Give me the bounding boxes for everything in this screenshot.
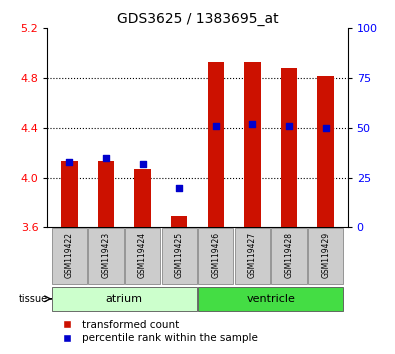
FancyBboxPatch shape <box>52 228 87 284</box>
Bar <box>281 68 297 227</box>
FancyBboxPatch shape <box>198 228 233 284</box>
Bar <box>98 161 114 227</box>
FancyBboxPatch shape <box>52 287 197 311</box>
FancyBboxPatch shape <box>308 228 343 284</box>
Text: GSM119429: GSM119429 <box>321 232 330 278</box>
FancyBboxPatch shape <box>271 228 307 284</box>
FancyBboxPatch shape <box>88 228 124 284</box>
Point <box>66 159 73 165</box>
FancyBboxPatch shape <box>198 287 343 311</box>
Point <box>139 161 146 166</box>
Text: GSM119426: GSM119426 <box>211 232 220 278</box>
Bar <box>207 62 224 227</box>
Point <box>103 155 109 160</box>
Text: atrium: atrium <box>106 294 143 304</box>
FancyBboxPatch shape <box>162 228 197 284</box>
Bar <box>244 62 261 227</box>
Text: tissue: tissue <box>19 294 48 304</box>
Text: GSM119424: GSM119424 <box>138 232 147 278</box>
Text: GSM119425: GSM119425 <box>175 232 184 278</box>
Text: GSM119423: GSM119423 <box>102 232 111 278</box>
Text: GSM119422: GSM119422 <box>65 232 74 278</box>
FancyBboxPatch shape <box>235 228 270 284</box>
Bar <box>61 161 77 227</box>
Text: GSM119428: GSM119428 <box>284 232 293 278</box>
Legend: transformed count, percentile rank within the sample: transformed count, percentile rank withi… <box>53 316 262 347</box>
Text: GSM119427: GSM119427 <box>248 232 257 278</box>
Bar <box>171 216 188 227</box>
Text: ventricle: ventricle <box>246 294 295 304</box>
Point <box>249 121 256 127</box>
Point <box>213 123 219 129</box>
Point <box>176 185 182 190</box>
Bar <box>318 75 334 227</box>
FancyBboxPatch shape <box>125 228 160 284</box>
Point <box>322 125 329 131</box>
Title: GDS3625 / 1383695_at: GDS3625 / 1383695_at <box>117 12 278 26</box>
Point <box>286 123 292 129</box>
Bar <box>134 169 151 227</box>
